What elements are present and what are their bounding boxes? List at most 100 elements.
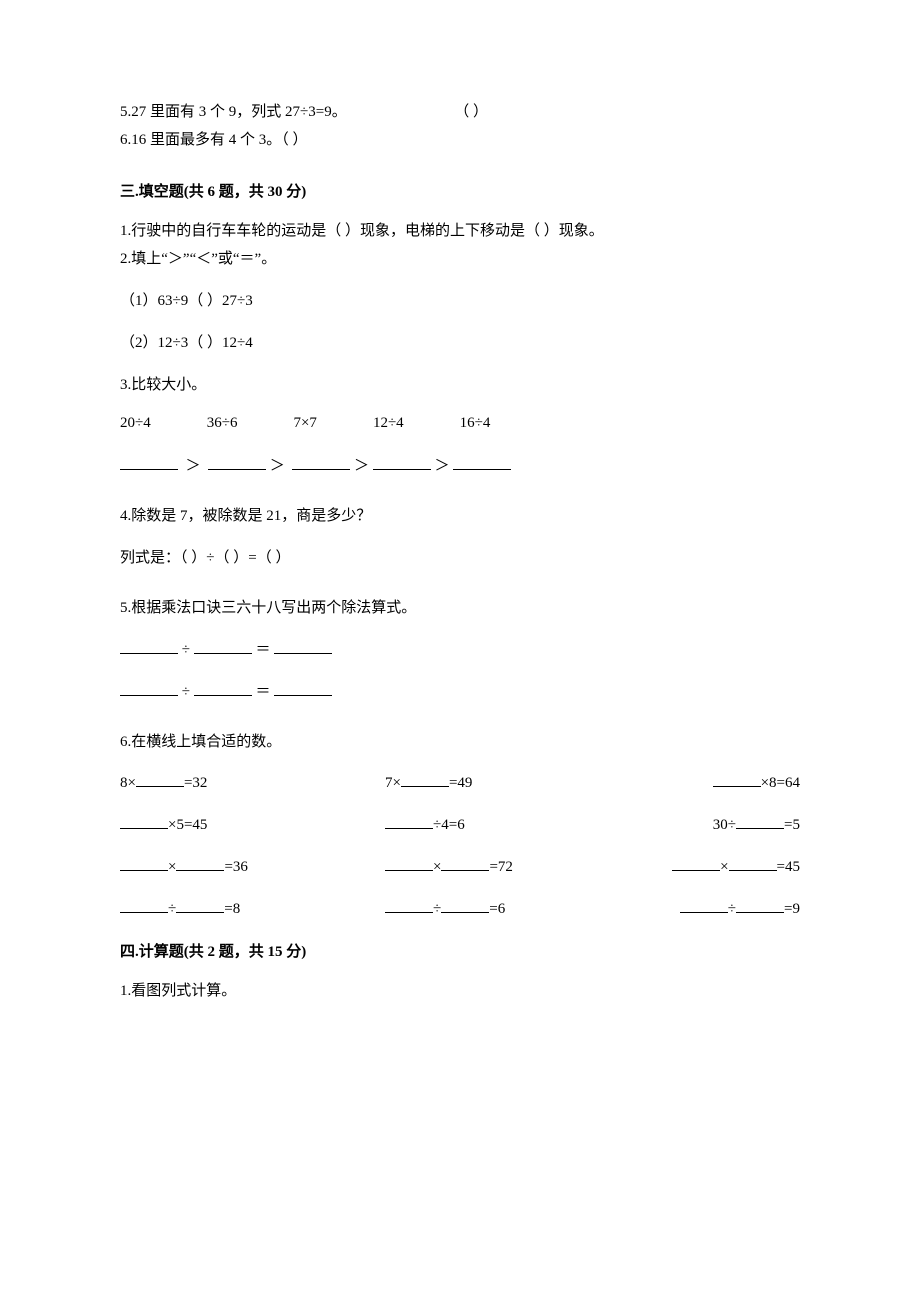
blank	[292, 455, 350, 470]
eq-suffix: ×5=45	[168, 817, 207, 833]
compare-item: 20÷4	[120, 415, 151, 432]
section-4-header: 四.计算题(共 2 题，共 15 分)	[120, 940, 800, 961]
compare-item: 7×7	[293, 415, 316, 432]
question-6: 6.16 里面最多有 4 个 3。（ ）	[120, 128, 800, 152]
q5-text: 5.27 里面有 3 个 9，列式 27÷3=9。	[120, 104, 347, 120]
s3-q6-row2: ×5=45 ÷4=6 30÷ =5	[120, 814, 800, 834]
s3-q6-row1: 8× =32 7× =49 ×8=64	[120, 772, 800, 792]
blank	[401, 772, 449, 787]
blank	[713, 772, 761, 787]
blank	[385, 814, 433, 829]
blank	[373, 455, 431, 470]
blank	[208, 455, 266, 470]
s3-q3-blanks: ＞ ＞ ＞ ＞	[120, 454, 800, 478]
eq: × =45	[650, 856, 800, 876]
blank	[680, 898, 728, 913]
s3-q3-items: 20÷4 36÷6 7×7 12÷4 16÷4	[120, 415, 800, 432]
blank	[274, 639, 332, 654]
s3-q6-row4: ÷ =8 ÷ =6 ÷ =9	[120, 898, 800, 918]
blank	[136, 772, 184, 787]
eq-suffix: =49	[449, 775, 472, 791]
eq-suffix: ×8=64	[761, 775, 800, 791]
eq: 30÷ =5	[650, 814, 800, 834]
eq-suffix: =5	[784, 817, 800, 833]
eq-prefix: 30÷	[713, 817, 736, 833]
compare-item: 36÷6	[207, 415, 238, 432]
eq-suffix: ÷4=6	[433, 817, 465, 833]
blank	[120, 639, 178, 654]
eq-prefix: 7×	[385, 775, 401, 791]
compare-item: 12÷4	[373, 415, 404, 432]
eq-suffix: =6	[489, 901, 505, 917]
gt-symbol: ＞	[354, 458, 369, 474]
eq-suffix: =32	[184, 775, 207, 791]
blank	[120, 455, 178, 470]
s3-q2-2: （2）12÷3（ ）12÷4	[120, 331, 800, 355]
compare-item: 16÷4	[460, 415, 491, 432]
gt-symbol: ＞	[186, 458, 201, 474]
op-mult: ×	[168, 859, 176, 875]
eq: ÷ =9	[650, 898, 800, 918]
op-mult: ×	[720, 859, 728, 875]
gt-symbol: ＞	[435, 458, 450, 474]
op-equals: ＝	[255, 684, 270, 700]
eq: ÷ =6	[385, 898, 615, 918]
s3-q5-eq2: ÷ ＝	[120, 680, 800, 704]
eq: × =72	[385, 856, 615, 876]
blank	[736, 814, 784, 829]
blank	[453, 455, 511, 470]
eq: 8× =32	[120, 772, 350, 792]
eq: × =36	[120, 856, 350, 876]
blank	[274, 681, 332, 696]
eq-suffix: =8	[224, 901, 240, 917]
eq: ÷ =8	[120, 898, 350, 918]
eq-suffix: =9	[784, 901, 800, 917]
eq-prefix: 8×	[120, 775, 136, 791]
blank	[672, 856, 720, 871]
s4-q1: 1.看图列式计算。	[120, 979, 800, 1003]
q5-paren: （ ）	[454, 104, 488, 120]
eq: ×5=45	[120, 814, 350, 834]
question-5: 5.27 里面有 3 个 9，列式 27÷3=9。 （ ）	[120, 100, 800, 124]
eq: ×8=64	[650, 772, 800, 792]
op-divide: ÷	[182, 642, 190, 658]
s3-q5-eq1: ÷ ＝	[120, 638, 800, 662]
blank	[385, 898, 433, 913]
blank	[729, 856, 777, 871]
s3-q6-row3: × =36 × =72 × =45	[120, 856, 800, 876]
s3-q4-intro: 4.除数是 7，被除数是 21，商是多少？	[120, 504, 800, 528]
eq-suffix: =72	[489, 859, 512, 875]
op-mult: ×	[433, 859, 441, 875]
blank	[194, 639, 252, 654]
blank	[441, 856, 489, 871]
s3-q1: 1.行驶中的自行车车轮的运动是（ ）现象，电梯的上下移动是（ ）现象。	[120, 219, 800, 243]
blank	[736, 898, 784, 913]
eq-suffix: =36	[224, 859, 247, 875]
op-equals: ＝	[255, 642, 270, 658]
s3-q2-intro: 2.填上“＞”“＜”或“＝”。	[120, 247, 800, 271]
eq-suffix: =45	[777, 859, 800, 875]
s3-q6-intro: 6.在横线上填合适的数。	[120, 730, 800, 754]
eq: ÷4=6	[385, 814, 615, 834]
blank	[176, 898, 224, 913]
s3-q5-intro: 5.根据乘法口诀三六十八写出两个除法算式。	[120, 596, 800, 620]
blank	[441, 898, 489, 913]
section-3-header: 三.填空题(共 6 题，共 30 分)	[120, 180, 800, 201]
op-divide: ÷	[433, 901, 441, 917]
op-divide: ÷	[728, 901, 736, 917]
blank	[120, 898, 168, 913]
eq: 7× =49	[385, 772, 615, 792]
document-page: 5.27 里面有 3 个 9，列式 27÷3=9。 （ ） 6.16 里面最多有…	[120, 100, 800, 1003]
op-divide: ÷	[168, 901, 176, 917]
s3-q4-eq: 列式是：（ ）÷（ ）=（ ）	[120, 546, 800, 570]
gt-symbol: ＞	[270, 458, 285, 474]
blank	[385, 856, 433, 871]
blank	[194, 681, 252, 696]
blank	[120, 814, 168, 829]
s3-q2-1: （1）63÷9（ ）27÷3	[120, 289, 800, 313]
blank	[120, 681, 178, 696]
op-divide: ÷	[182, 684, 190, 700]
blank	[120, 856, 168, 871]
blank	[176, 856, 224, 871]
s3-q3-intro: 3.比较大小。	[120, 373, 800, 397]
